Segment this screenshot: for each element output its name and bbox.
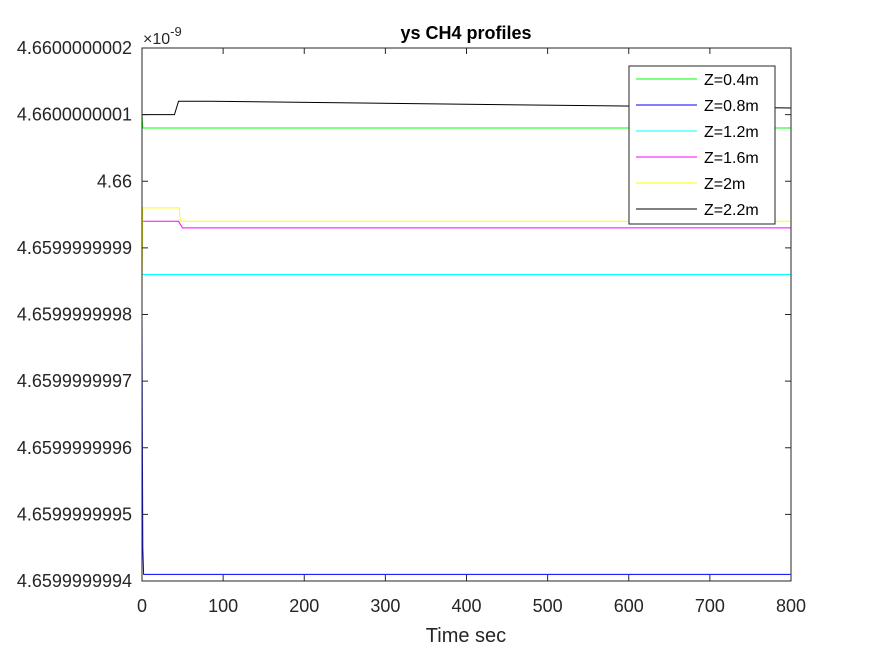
exponent-power: -9 — [170, 24, 182, 39]
y-tick-label: 4.6599999996 — [17, 438, 132, 458]
legend: Z=0.4m Z=0.8m Z=1.2m Z=1.6m Z=2m Z=2.2m — [628, 65, 776, 225]
y-tick-label: 4.6599999998 — [17, 305, 132, 325]
legend-items: Z=0.4m Z=0.8m Z=1.2m Z=1.6m Z=2m Z=2.2m — [636, 72, 759, 219]
y-tick-label: 4.6600000001 — [17, 105, 132, 125]
legend-label: Z=2.2m — [704, 202, 759, 219]
x-tick-label: 300 — [370, 596, 400, 616]
y-tick-label: 4.6600000002 — [17, 38, 132, 58]
series-line — [141, 114, 791, 129]
x-tick-label: 800 — [776, 596, 806, 616]
exponent-base: ×10 — [143, 31, 170, 48]
x-tick-label: 200 — [289, 596, 319, 616]
y-tick-label: 4.6599999994 — [17, 571, 132, 591]
legend-label: Z=1.2m — [704, 124, 759, 141]
x-tick-label: 700 — [695, 596, 725, 616]
legend-box — [628, 65, 776, 225]
x-tick-label: 600 — [614, 596, 644, 616]
x-tick-label: 500 — [533, 596, 563, 616]
legend-label: Z=0.4m — [704, 72, 759, 89]
x-tick-label: 0 — [137, 596, 147, 616]
x-tick-label: 100 — [208, 596, 238, 616]
legend-label: Z=1.6m — [704, 150, 759, 167]
x-tick-label: 400 — [451, 596, 481, 616]
chart-title: ys CH4 profiles — [400, 23, 531, 43]
x-axis-ticks: 0 100 200 300 400 500 600 700 800 — [137, 48, 806, 616]
y-axis-ticks: 4.6599999994 4.6599999995 4.6599999996 4.65… — [17, 38, 791, 591]
series-line — [141, 207, 791, 288]
series-line — [141, 314, 791, 575]
y-axis-exponent: ×10-9 — [143, 24, 182, 48]
x-axis-label: Time sec — [426, 625, 506, 647]
y-tick-label: 4.6599999999 — [17, 238, 132, 258]
legend-label: Z=0.8m — [704, 98, 759, 115]
y-tick-label: 4.6599999995 — [17, 504, 132, 524]
y-tick-label: 4.66 — [97, 171, 132, 191]
legend-label: Z=2m — [704, 176, 745, 193]
series-lines — [141, 100, 792, 575]
y-tick-label: 4.6599999997 — [17, 371, 132, 391]
